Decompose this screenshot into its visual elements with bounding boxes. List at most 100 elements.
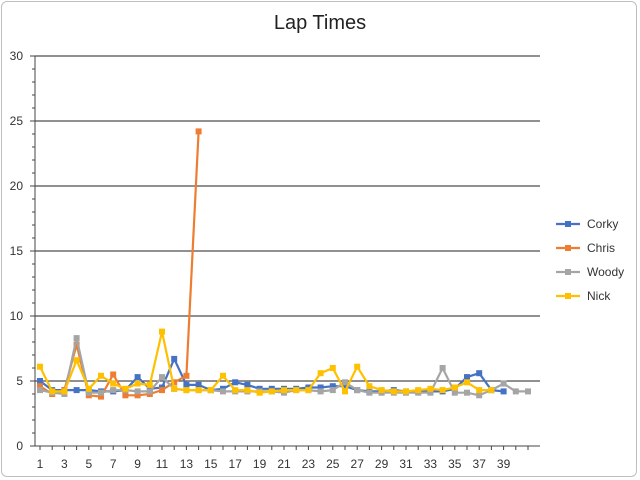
point-chris	[110, 371, 117, 378]
point-woody	[342, 379, 348, 386]
point-chris	[195, 128, 202, 135]
point-nick	[476, 387, 483, 394]
x-tick-label: 13	[180, 457, 194, 471]
point-woody	[110, 387, 117, 394]
point-woody	[439, 365, 446, 371]
point-corky	[37, 378, 43, 384]
point-corky	[171, 355, 178, 362]
legend-label-woody: Woody	[587, 265, 624, 279]
point-nick	[98, 372, 104, 379]
point-corky	[464, 374, 470, 381]
point-nick	[220, 372, 226, 379]
legend-label-chris: Chris	[587, 241, 615, 255]
x-tick-label: 39	[497, 457, 511, 471]
x-tick-label: 35	[448, 457, 462, 471]
point-nick	[122, 385, 129, 392]
point-nick	[134, 380, 141, 387]
point-chris	[98, 393, 104, 400]
x-tick-label: 5	[85, 457, 92, 471]
point-chris	[134, 392, 141, 399]
x-tick-label: 15	[204, 457, 218, 471]
point-corky	[232, 379, 239, 386]
x-tick-label: 31	[399, 457, 413, 471]
y-tick-label: 25	[10, 114, 24, 128]
point-nick	[183, 387, 190, 394]
point-woody	[354, 387, 361, 394]
legend-marker-corky	[565, 221, 571, 227]
y-tick-label: 30	[10, 49, 24, 63]
point-nick	[61, 388, 68, 395]
x-tick-label: 23	[302, 457, 316, 471]
point-nick	[146, 381, 153, 388]
point-nick	[49, 388, 56, 395]
point-woody	[317, 388, 324, 395]
y-tick-label: 5	[16, 374, 23, 388]
point-woody	[329, 387, 336, 394]
point-woody	[525, 388, 531, 395]
point-nick	[171, 385, 178, 392]
point-woody	[500, 380, 507, 387]
y-tick-label: 0	[16, 439, 23, 453]
point-nick	[281, 387, 287, 394]
point-nick	[268, 388, 275, 395]
point-woody	[37, 387, 43, 394]
point-woody	[451, 389, 458, 396]
x-tick-label: 33	[424, 457, 438, 471]
point-nick	[439, 387, 446, 394]
point-woody	[146, 388, 153, 395]
point-nick	[159, 328, 165, 335]
point-nick	[317, 370, 324, 377]
point-chris	[122, 392, 129, 399]
point-woody	[427, 389, 434, 396]
point-nick	[85, 385, 92, 392]
point-nick	[342, 388, 348, 395]
point-corky	[476, 370, 483, 377]
x-tick-label: 37	[473, 457, 487, 471]
point-nick	[378, 387, 385, 394]
point-chris	[73, 341, 80, 348]
x-tick-label: 27	[351, 457, 365, 471]
point-nick	[244, 387, 251, 394]
x-tick-label: 9	[134, 457, 141, 471]
point-nick	[256, 389, 263, 396]
point-nick	[488, 387, 495, 394]
point-corky	[342, 383, 348, 390]
point-nick	[207, 387, 214, 394]
point-corky	[134, 374, 141, 381]
point-nick	[73, 357, 80, 364]
point-nick	[464, 379, 470, 386]
point-corky	[329, 383, 336, 390]
point-nick	[329, 365, 336, 371]
legend-marker-woody	[565, 269, 571, 275]
point-woody	[159, 374, 165, 381]
point-nick	[195, 387, 202, 394]
x-tick-label: 19	[253, 457, 267, 471]
point-chris	[159, 387, 165, 394]
point-nick	[232, 387, 239, 394]
x-tick-label: 25	[326, 457, 340, 471]
point-nick	[305, 387, 312, 394]
point-woody	[476, 392, 483, 399]
point-woody	[366, 389, 373, 396]
point-woody	[134, 388, 141, 395]
point-woody	[512, 388, 519, 395]
point-nick	[37, 363, 43, 370]
legend-label-nick: Nick	[587, 289, 611, 303]
x-tick-label: 29	[375, 457, 389, 471]
chart-title: Lap Times	[273, 12, 367, 34]
point-woody	[85, 389, 92, 396]
point-corky	[183, 381, 190, 388]
point-nick	[110, 380, 117, 387]
point-corky	[500, 388, 507, 395]
x-tick-label: 11	[156, 457, 169, 471]
x-tick-label: 7	[110, 457, 117, 471]
legend-marker-chris	[565, 245, 571, 251]
point-woody	[220, 388, 226, 395]
point-nick	[366, 383, 373, 390]
point-corky	[195, 381, 202, 388]
point-nick	[403, 388, 409, 395]
point-woody	[464, 389, 470, 396]
y-tick-label: 20	[10, 179, 24, 193]
